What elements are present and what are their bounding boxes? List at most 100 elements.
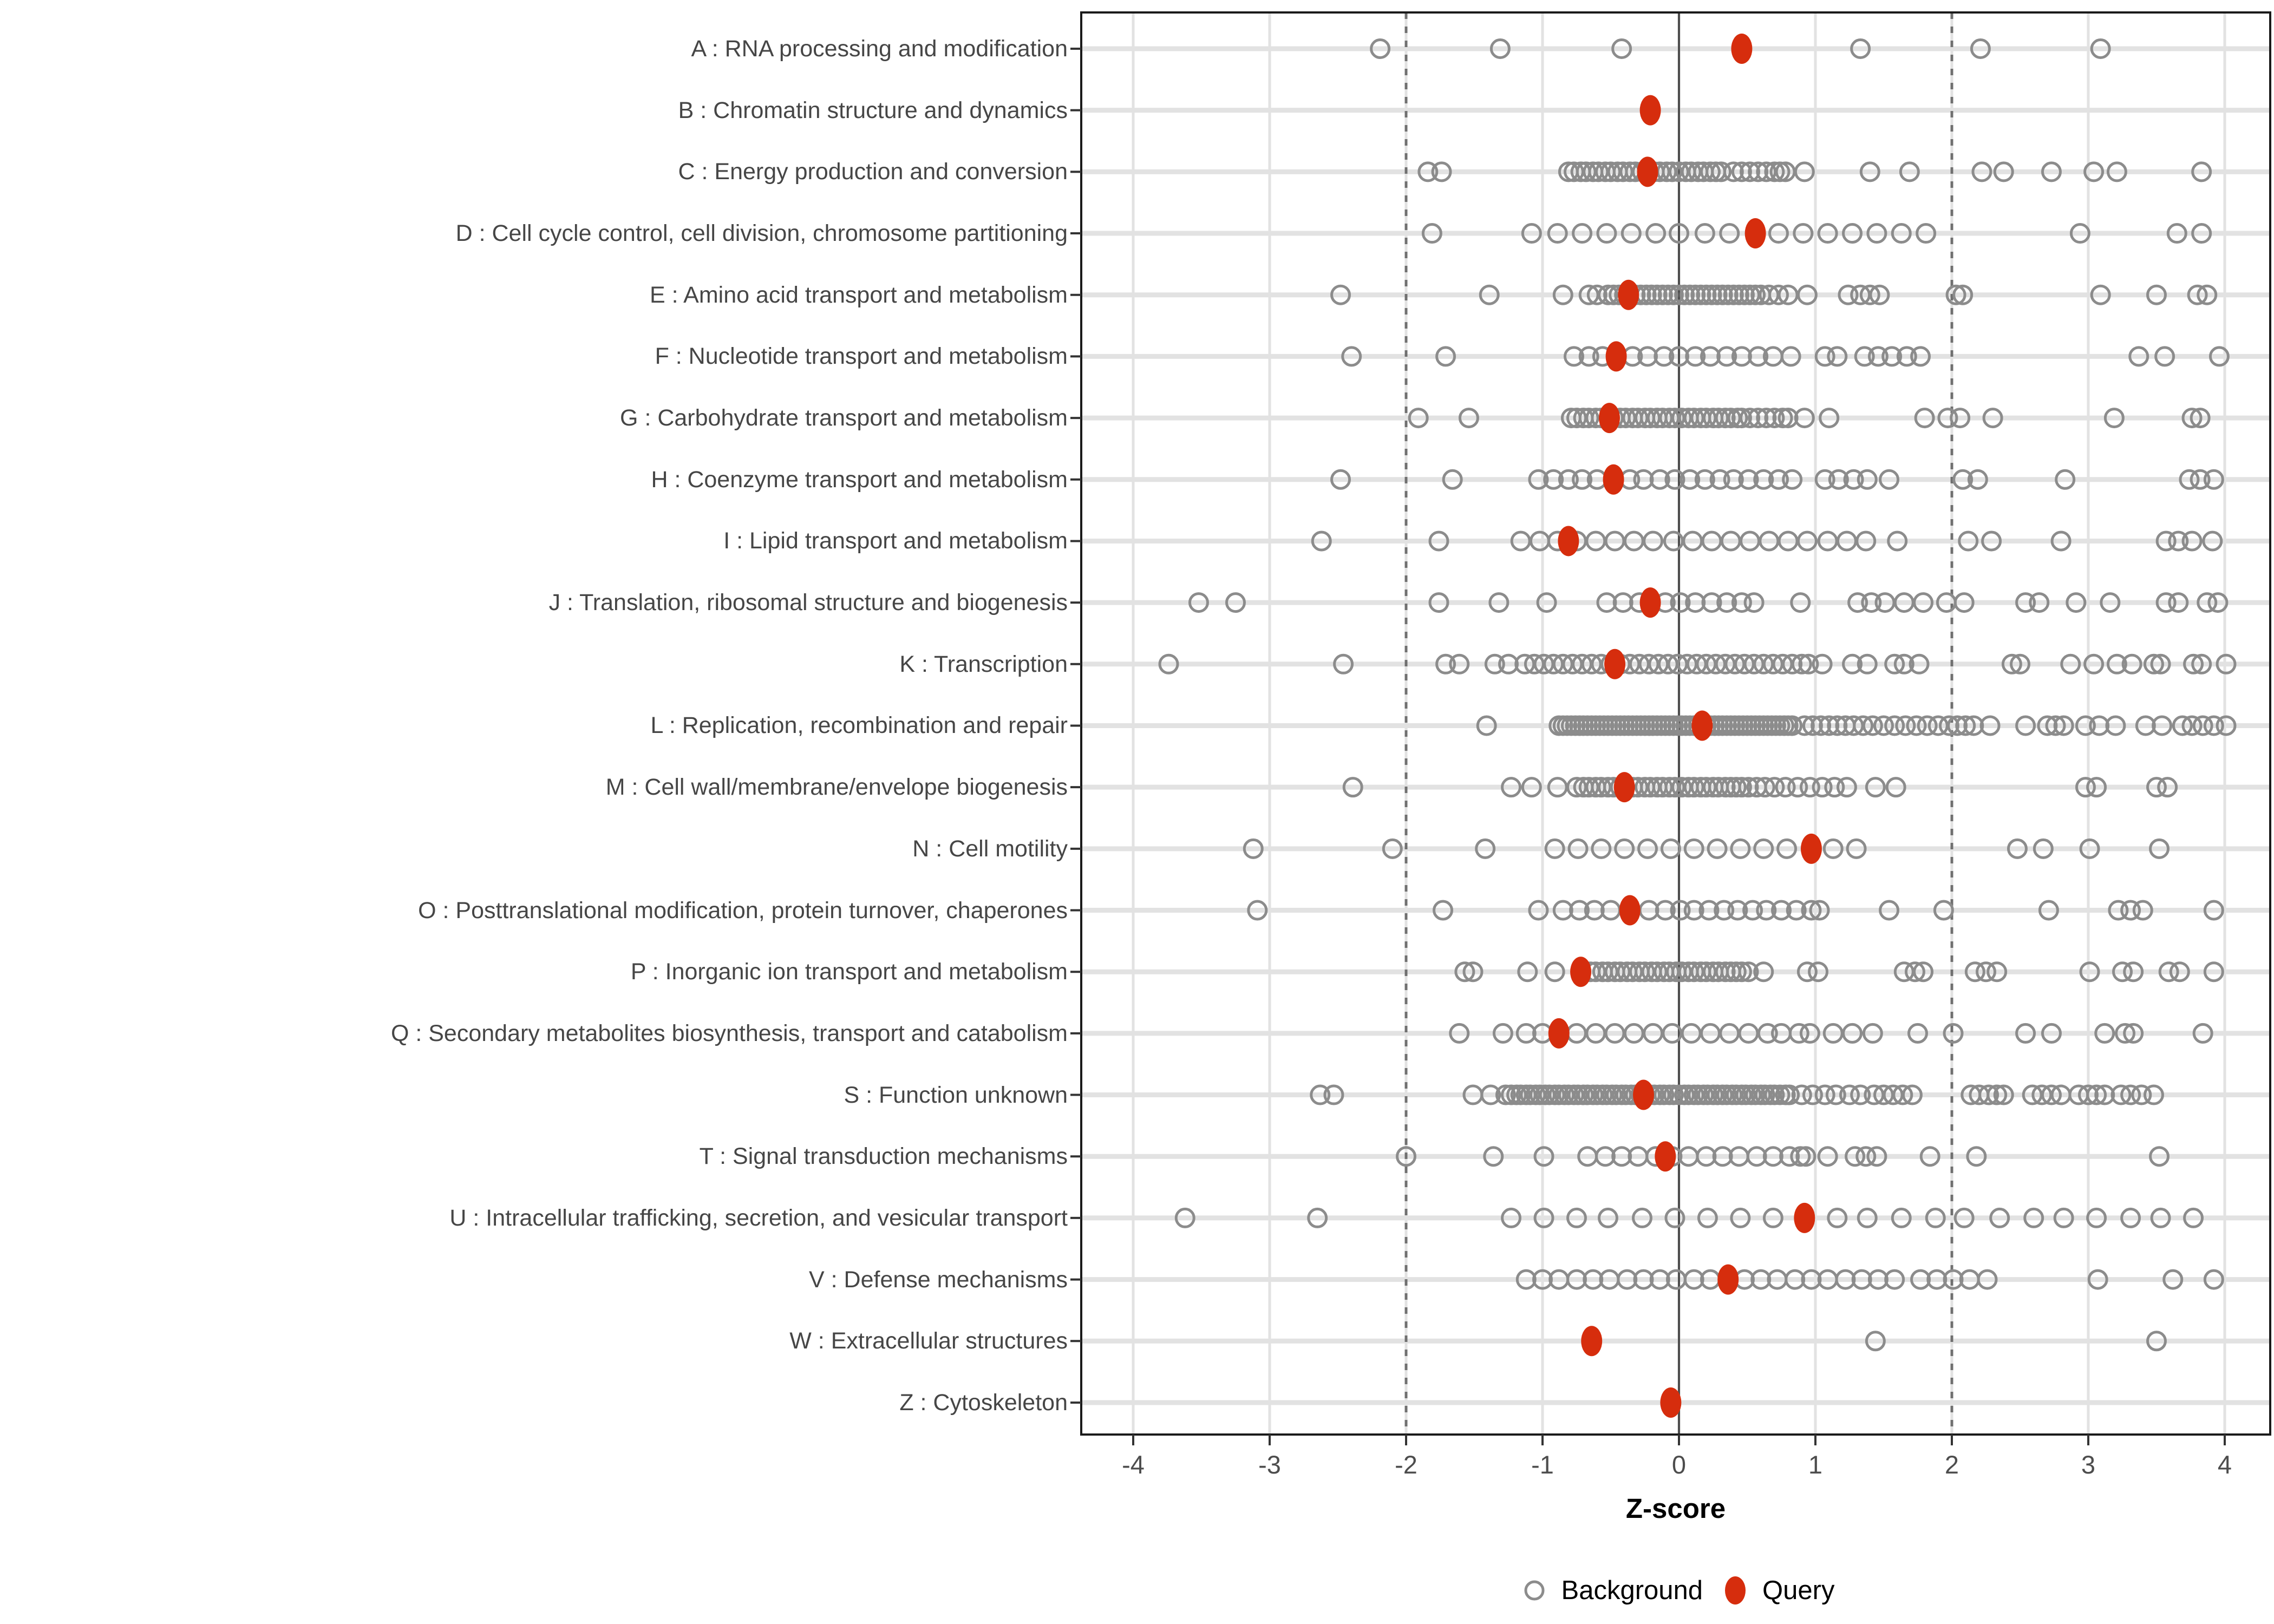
background-point (1480, 1084, 1501, 1105)
background-point (1859, 284, 1880, 305)
background-point (1756, 408, 1777, 429)
background-point (1799, 1023, 1820, 1044)
background-point (1910, 1269, 1931, 1290)
background-point (1680, 284, 1701, 305)
background-point (1310, 1084, 1331, 1105)
background-point (1247, 900, 1268, 921)
x-tick-label: -1 (1531, 1450, 1554, 1479)
background-point (1827, 715, 1848, 736)
background-point (1742, 900, 1763, 921)
y-axis-label-I: I : Lipid transport and metabolism (723, 528, 1068, 554)
background-point (2191, 223, 2212, 244)
background-point (1716, 592, 1737, 613)
background-point (1664, 1207, 1685, 1228)
x-tick-label: -2 (1395, 1450, 1417, 1479)
background-point (1814, 1084, 1835, 1105)
background-point (1569, 900, 1590, 921)
background-point (2120, 1084, 2141, 1105)
background-point (1396, 1146, 1416, 1167)
query-point (1581, 1326, 1603, 1357)
background-point (1796, 284, 1818, 305)
background-point (1842, 1023, 1863, 1044)
background-point (1723, 284, 1744, 305)
background-point (2015, 1023, 2036, 1044)
background-point (2079, 961, 2100, 983)
background-point (1680, 469, 1701, 490)
background-point (1919, 1146, 1940, 1167)
background-point (1847, 592, 1868, 613)
background-point (1913, 961, 1934, 983)
background-point (1950, 408, 1971, 429)
background-point (1835, 1269, 1856, 1290)
background-point (1910, 346, 1931, 367)
background-point (2115, 1023, 2136, 1044)
background-point (1515, 1023, 1537, 1044)
background-point (1712, 1146, 1733, 1167)
background-point (2103, 408, 2125, 429)
background-point (1707, 284, 1728, 305)
background-point (1484, 653, 1505, 675)
background-point (1591, 838, 1612, 859)
background-point (1895, 715, 1916, 736)
background-point (1817, 223, 1838, 244)
background-point (1558, 469, 1579, 490)
background-point (1764, 408, 1785, 429)
background-point (1454, 961, 1475, 983)
background-point (1989, 1207, 2010, 1228)
background-point (2112, 961, 2133, 983)
background-point (2150, 1207, 2171, 1228)
background-point (2157, 777, 2178, 798)
query-point (1637, 156, 1658, 187)
background-point (2208, 346, 2230, 367)
background-point (1798, 653, 1819, 675)
background-point (2060, 653, 2081, 675)
background-point (1382, 838, 1403, 859)
background-point (1909, 653, 1930, 675)
query-point (1570, 957, 1592, 987)
query-point (1605, 341, 1627, 372)
background-point (1855, 1146, 1877, 1167)
background-point (1716, 346, 1737, 367)
background-point (1566, 1269, 1587, 1290)
background-point (1987, 1084, 2008, 1105)
background-point (1802, 1084, 1823, 1105)
y-axis-label-B: B : Chromatin structure and dynamics (678, 97, 1068, 123)
background-point (1670, 592, 1691, 613)
background-point (2150, 653, 2171, 675)
background-point (1462, 961, 1484, 983)
background-point (1857, 653, 1878, 675)
background-point (1867, 1269, 1889, 1290)
panel-border (1080, 11, 2271, 1436)
background-point (1943, 1023, 1964, 1044)
background-point (1611, 1146, 1632, 1167)
background-point (1887, 531, 1908, 552)
background-point (2078, 1084, 2099, 1105)
background-point (1825, 1084, 1846, 1105)
background-point (1839, 1084, 1860, 1105)
background-point (1517, 961, 1538, 983)
background-point (2143, 1084, 2164, 1105)
background-point (1814, 469, 1835, 490)
background-point (1748, 346, 1769, 367)
background-point (1772, 408, 1793, 429)
background-point (1614, 838, 1635, 859)
background-point (1855, 531, 1877, 552)
query-point (1691, 710, 1713, 741)
legend-item-background: Background (1517, 1573, 1703, 1608)
background-point (2121, 653, 2142, 675)
background-point (1543, 469, 1564, 490)
background-point (1690, 284, 1711, 305)
background-point (1307, 1207, 1328, 1228)
background-point (1637, 346, 1658, 367)
background-point (2149, 1146, 2170, 1167)
background-point (1976, 961, 1996, 983)
y-axis-label-N: N : Cell motility (912, 835, 1068, 862)
background-point (1435, 346, 1456, 367)
background-point (1431, 161, 1452, 182)
background-point (2197, 592, 2218, 613)
background-point (1655, 900, 1676, 921)
background-point (1851, 1269, 1872, 1290)
background-point (1808, 961, 1829, 983)
query-point (1632, 1079, 1654, 1110)
x-tick-label: 2 (1944, 1450, 1959, 1479)
